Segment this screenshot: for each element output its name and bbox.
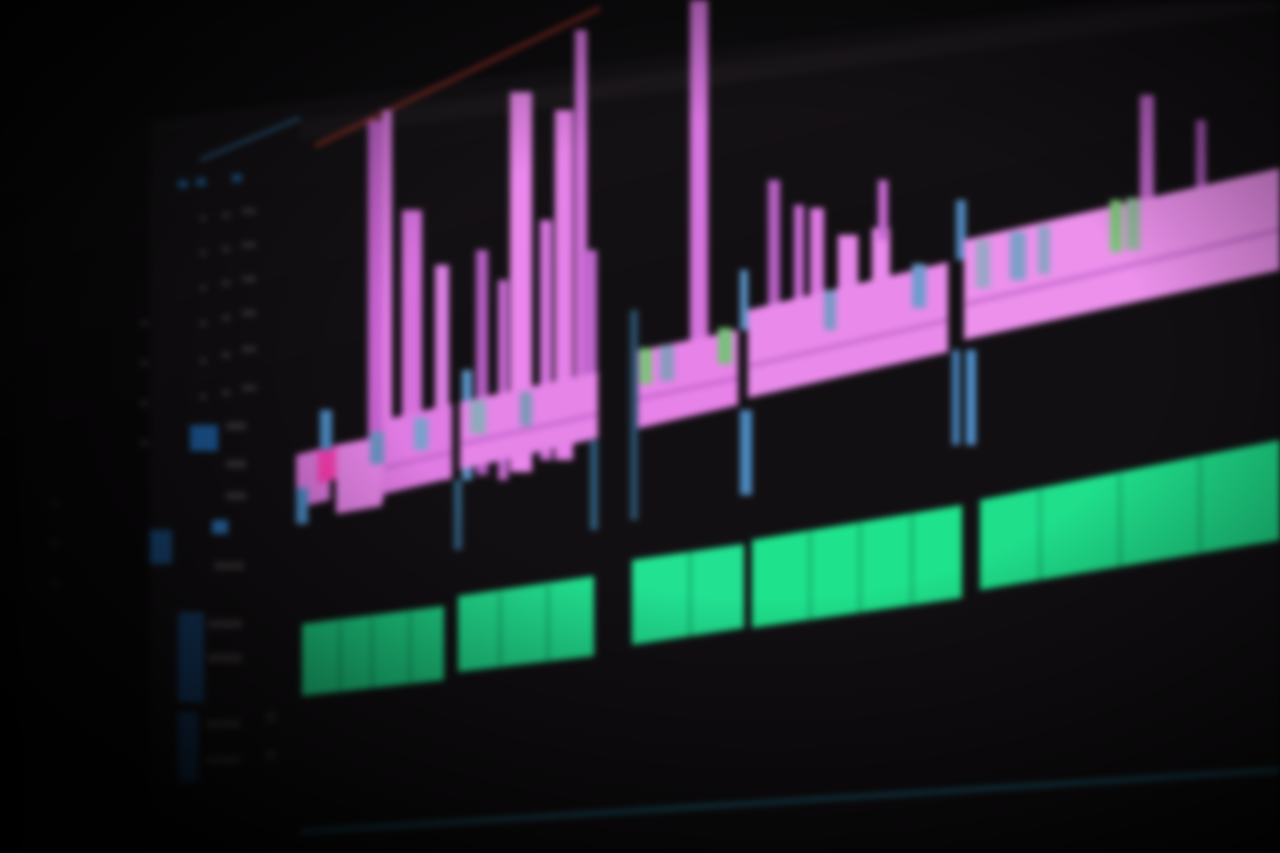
eye-icon[interactable] [222,352,230,358]
lock-icon[interactable] [200,215,206,221]
track-source-patch[interactable] [150,530,172,564]
target-icon[interactable] [242,208,256,214]
lock-icon[interactable] [200,320,206,326]
speaker-icon[interactable] [206,756,240,764]
eye-icon[interactable] [222,315,230,321]
track-button[interactable] [266,712,276,722]
track-label [226,460,246,468]
lock-icon[interactable] [200,358,206,364]
video-clip-thumb[interactable] [740,270,748,330]
track-button[interactable] [266,750,276,760]
eye-icon[interactable] [222,390,230,396]
lock-icon[interactable] [200,394,206,400]
video-clip[interactable] [878,180,888,240]
clip-thumbnail [1038,226,1050,274]
track-toggle[interactable] [178,180,188,188]
marker[interactable] [320,410,332,450]
track-label [226,422,246,430]
clip-thumbnail [414,418,428,450]
clip-thumbnail [824,290,836,330]
audio-track-header[interactable] [178,612,204,702]
marker[interactable] [740,410,752,495]
clip-thumbnail [718,328,732,364]
clip-thumbnail [660,345,674,381]
video-clip[interactable] [690,0,708,340]
eye-icon[interactable] [222,280,230,286]
marker[interactable] [952,350,960,445]
marker[interactable] [590,440,598,530]
lock-icon[interactable] [200,285,206,291]
clip-thumbnail [1126,198,1140,250]
target-icon[interactable] [242,276,256,282]
clip-thumbnail [1110,200,1122,252]
target-icon[interactable] [242,385,256,391]
track-toggle[interactable] [232,174,242,182]
eye-icon[interactable] [222,212,230,218]
track-label [226,492,246,500]
speaker-icon[interactable] [208,620,242,628]
clip-thumbnail [520,392,532,426]
video-clip[interactable] [768,180,780,320]
speaker-icon[interactable] [208,654,242,662]
target-icon[interactable] [242,242,256,248]
clip-thumbnail [640,348,652,384]
video-clip[interactable] [1196,120,1206,190]
track-target-active[interactable] [190,425,218,451]
clip-thumbnail [470,400,486,434]
lock-icon[interactable] [200,250,206,256]
clip-thumbnail [370,432,384,464]
marker[interactable] [454,480,462,550]
speaker-icon[interactable] [206,720,240,728]
clip-thumbnail [912,264,926,308]
marker[interactable] [630,310,638,520]
marker[interactable] [296,488,308,524]
track-toggle[interactable] [196,178,206,186]
track-sync-icon[interactable] [212,520,228,534]
video-clip[interactable] [1140,95,1154,205]
clip-thumbnail [976,240,990,288]
marker[interactable] [966,350,976,445]
project-panel-edge [20,120,150,853]
eye-icon[interactable] [222,246,230,252]
audio-track-header[interactable] [178,712,198,782]
target-icon[interactable] [242,310,256,316]
clip-thumbnail [1010,232,1026,280]
track-label [214,562,244,570]
audio-clip[interactable] [632,544,744,645]
target-icon[interactable] [242,346,256,352]
